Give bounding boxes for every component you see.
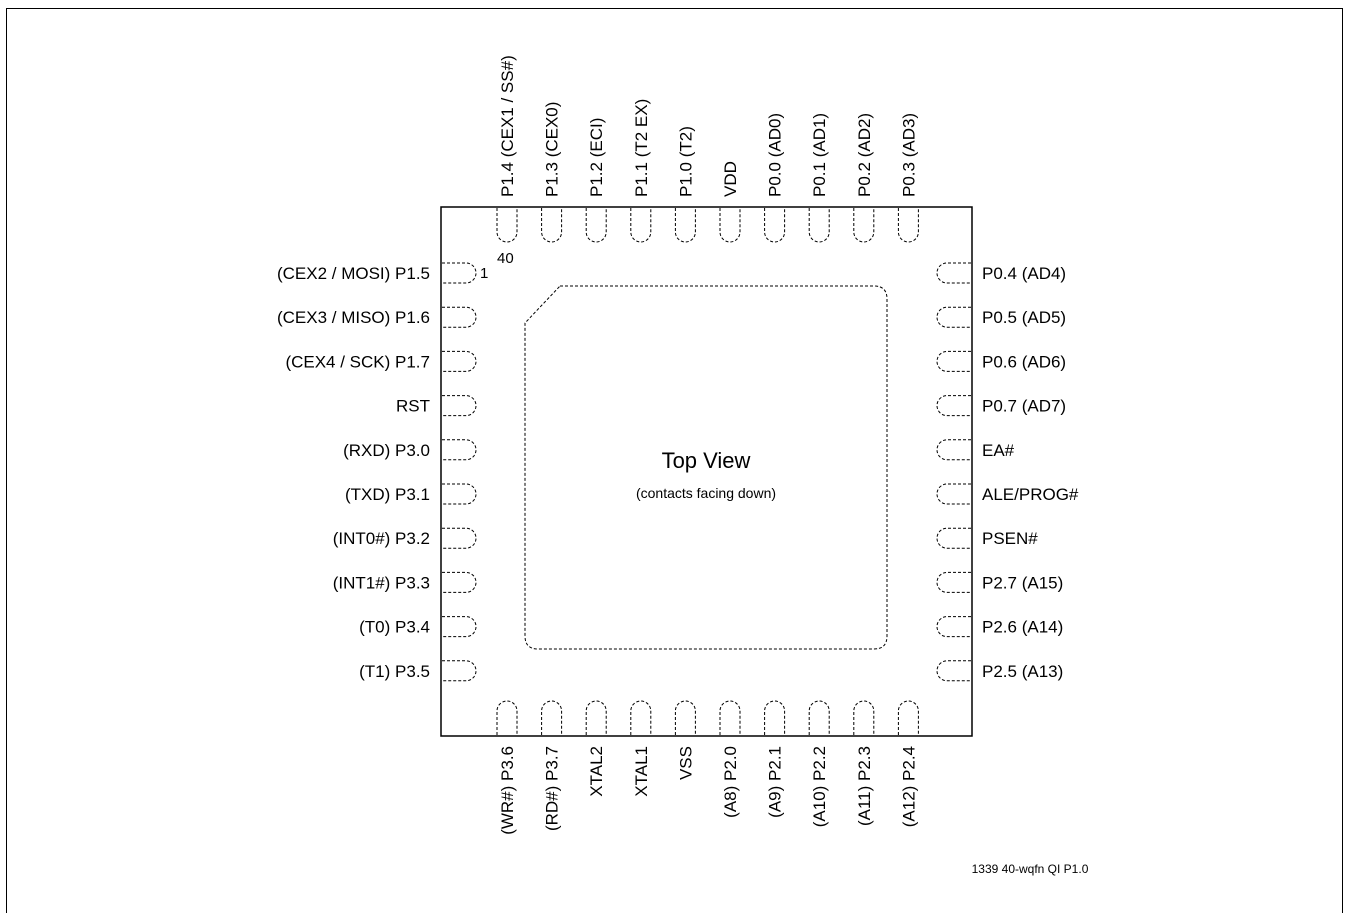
pad-right-1	[936, 262, 971, 284]
pin-label-right-7: PSEN#	[982, 529, 1038, 548]
pin-label-right-8: P2.7 (A15)	[982, 573, 1063, 592]
pin-label-top-2: P1.3 (CEX0)	[543, 102, 562, 197]
pin-label-right-9: P2.6 (A14)	[982, 618, 1063, 637]
pad-bottom-4	[630, 700, 652, 735]
package-body	[440, 206, 973, 737]
exposed-pad	[524, 285, 888, 650]
pad-right-7	[936, 527, 971, 549]
pin-label-top-6: VDD	[721, 161, 740, 197]
pad-right-10	[936, 660, 971, 682]
figure-frame	[6, 8, 1343, 913]
pin1-marker: 1	[480, 265, 488, 282]
pin-label-top-9: P0.2 (AD2)	[855, 113, 874, 197]
pin-label-left-4: RST	[396, 397, 430, 416]
pad-left-5	[442, 439, 477, 461]
pin40-marker: 40	[497, 250, 514, 267]
pad-top-9	[853, 208, 875, 243]
pad-bottom-9	[853, 700, 875, 735]
pin-label-bottom-1: (WR#) P3.6	[498, 746, 517, 835]
pin-label-bottom-3: XTAL2	[587, 746, 606, 797]
pad-top-2	[541, 208, 563, 243]
pin-label-bottom-9: (A11) P2.3	[855, 746, 874, 826]
pin-label-bottom-5: VSS	[676, 746, 695, 780]
pin-label-left-10: (T1) P3.5	[359, 662, 430, 681]
pin-label-left-8: (INT1#) P3.3	[333, 573, 430, 592]
pad-bottom-1	[496, 700, 518, 735]
pin-label-top-5: P1.0 (T2)	[676, 126, 695, 197]
pin-label-bottom-8: (A10) P2.2	[810, 746, 829, 827]
pad-right-5	[936, 439, 971, 461]
pin-label-top-10: P0.3 (AD3)	[899, 113, 918, 197]
pad-right-4	[936, 395, 971, 417]
pad-top-7	[764, 208, 786, 243]
pin-label-top-4: P1.1 (T2 EX)	[632, 99, 651, 197]
pad-left-10	[442, 660, 477, 682]
pin-label-right-3: P0.6 (AD6)	[982, 352, 1066, 371]
pad-bottom-3	[585, 700, 607, 735]
pad-right-2	[936, 306, 971, 328]
footer-id: 1339 40-wqfn QI P1.0	[972, 862, 1089, 876]
center-subtitle: (contacts facing down)	[636, 485, 776, 501]
pin-label-top-7: P0.0 (AD0)	[766, 113, 785, 197]
pin-label-bottom-6: (A8) P2.0	[721, 746, 740, 818]
pin-label-top-8: P0.1 (AD1)	[810, 113, 829, 197]
pin-label-right-6: ALE/PROG#	[982, 485, 1079, 504]
pin-label-right-10: P2.5 (A13)	[982, 662, 1063, 681]
pad-top-1	[496, 208, 518, 243]
pin-label-right-4: P0.7 (AD7)	[982, 397, 1066, 416]
pad-right-6	[936, 483, 971, 505]
pad-right-8	[936, 571, 971, 593]
pad-left-7	[442, 527, 477, 549]
pin-label-left-7: (INT0#) P3.2	[333, 529, 430, 548]
pin-label-right-5: EA#	[982, 441, 1015, 460]
pin-label-bottom-4: XTAL1	[632, 746, 651, 797]
pin-label-right-2: P0.5 (AD5)	[982, 308, 1066, 327]
pad-top-5	[674, 208, 696, 243]
pin-label-right-1: P0.4 (AD4)	[982, 264, 1066, 283]
pad-top-3	[585, 208, 607, 243]
pad-left-1	[442, 262, 477, 284]
pad-bottom-5	[674, 700, 696, 735]
pin-label-left-9: (T0) P3.4	[359, 618, 430, 637]
pad-left-6	[442, 483, 477, 505]
pad-right-9	[936, 616, 971, 638]
pad-left-2	[442, 306, 477, 328]
pin-label-bottom-10: (A12) P2.4	[899, 746, 918, 827]
pin-label-bottom-7: (A9) P2.1	[766, 746, 785, 818]
pad-bottom-6	[719, 700, 741, 735]
pad-bottom-7	[764, 700, 786, 735]
pin-label-top-1: P1.4 (CEX1 / SS#)	[498, 55, 517, 197]
pin-label-left-6: (TXD) P3.1	[345, 485, 430, 504]
pin-label-top-3: P1.2 (ECI)	[587, 118, 606, 197]
pad-top-10	[897, 208, 919, 243]
pad-left-9	[442, 616, 477, 638]
pad-right-3	[936, 350, 971, 372]
pad-bottom-10	[897, 700, 919, 735]
pad-left-3	[442, 350, 477, 372]
pin-label-left-1: (CEX2 / MOSI) P1.5	[277, 264, 430, 283]
pad-top-4	[630, 208, 652, 243]
pin-label-left-5: (RXD) P3.0	[343, 441, 430, 460]
pad-top-8	[808, 208, 830, 243]
pad-bottom-8	[808, 700, 830, 735]
pin-label-left-2: (CEX3 / MISO) P1.6	[277, 308, 430, 327]
pin-label-bottom-2: (RD#) P3.7	[543, 746, 562, 831]
center-title: Top View	[662, 448, 751, 473]
pad-left-4	[442, 395, 477, 417]
pad-bottom-2	[541, 700, 563, 735]
pad-left-8	[442, 571, 477, 593]
pad-top-6	[719, 208, 741, 243]
pin-label-left-3: (CEX4 / SCK) P1.7	[285, 352, 430, 371]
